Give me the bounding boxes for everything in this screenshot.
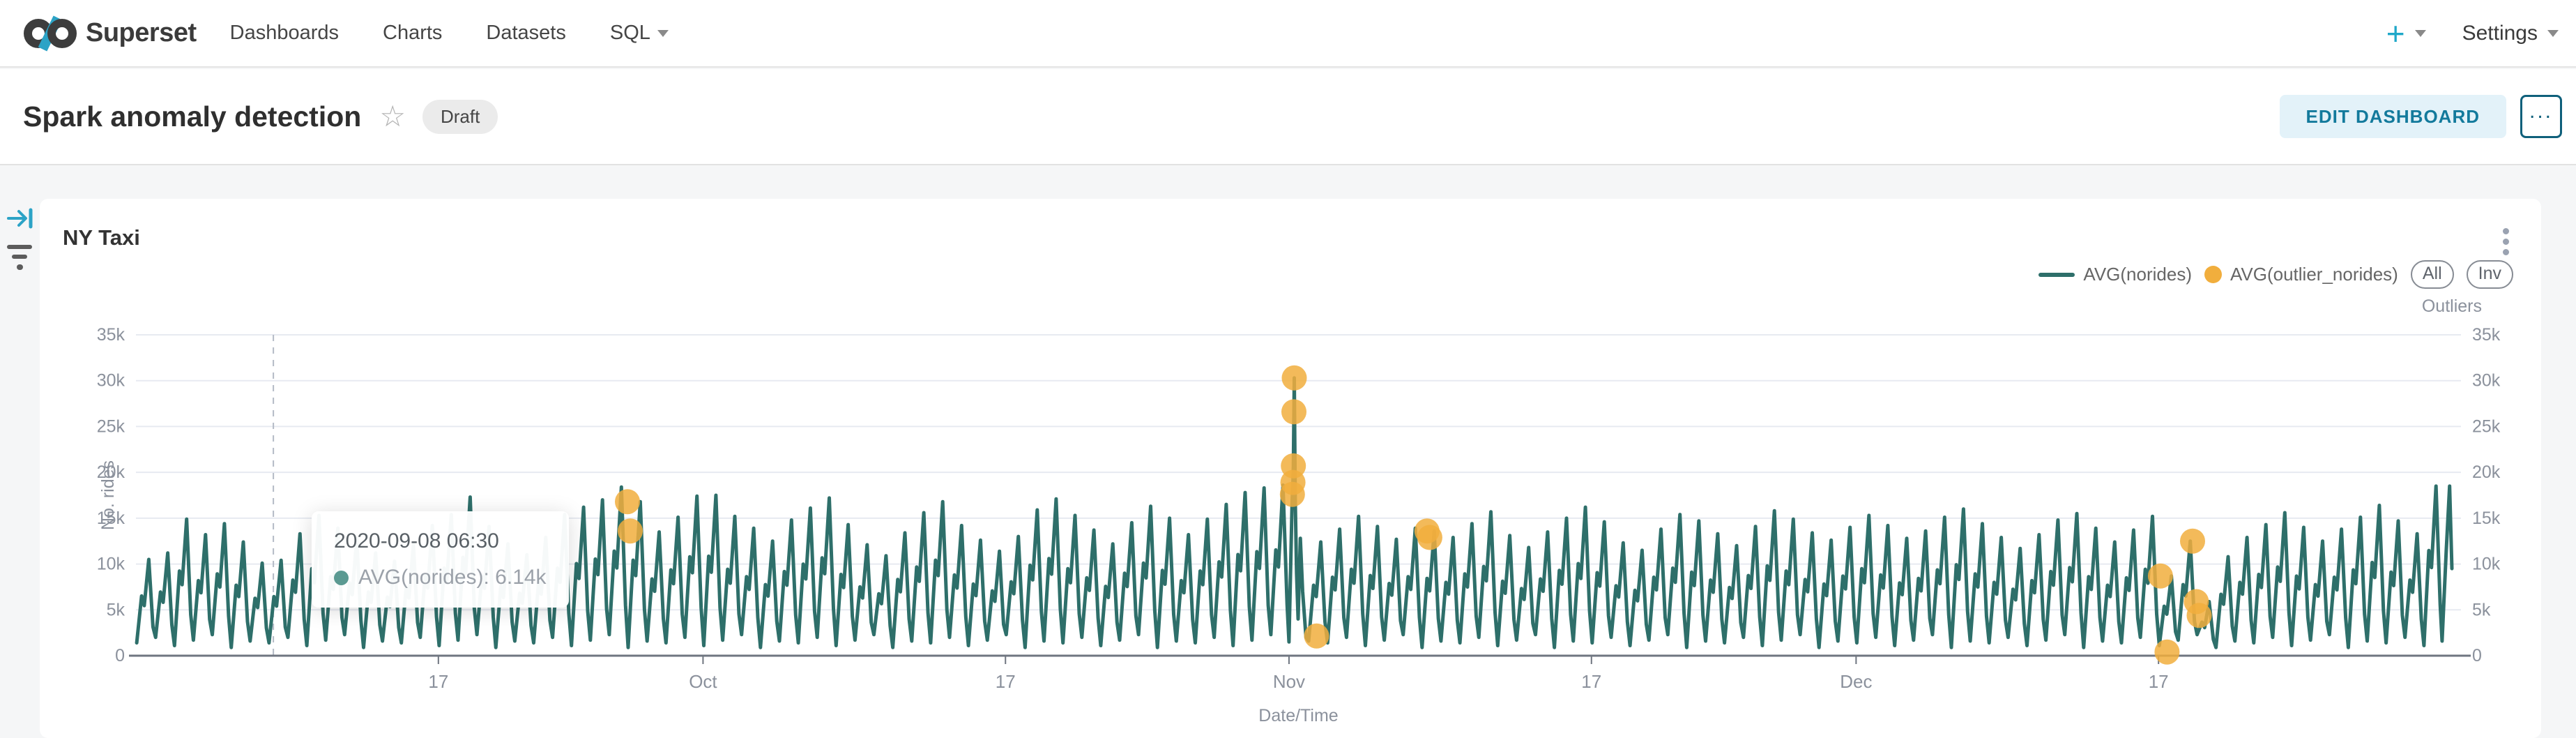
- nav-item-sql-label: SQL: [609, 22, 650, 44]
- expand-filter-bar-icon[interactable]: [7, 206, 33, 234]
- chart-legend: AVG(norides) AVG(outlier_norides) All In…: [2038, 260, 2513, 289]
- nav-item-charts[interactable]: Charts: [383, 22, 443, 44]
- chart-kebab-menu-icon[interactable]: [2500, 225, 2512, 258]
- chevron-down-icon: [2414, 29, 2426, 37]
- filter-icon[interactable]: [7, 245, 32, 270]
- right-axis-title: Outliers: [2421, 296, 2482, 316]
- edit-dashboard-button[interactable]: EDIT DASHBOARD: [2279, 95, 2506, 138]
- nav-item-dashboards[interactable]: Dashboards: [229, 22, 339, 44]
- nav-item-datasets[interactable]: Datasets: [486, 22, 566, 44]
- chart-title[interactable]: NY Taxi: [63, 225, 140, 250]
- navbar-right: + Settings: [2386, 17, 2559, 50]
- legend-inverse-button[interactable]: Inv: [2466, 260, 2513, 289]
- dot-swatch-icon: [2204, 266, 2222, 283]
- status-badge: Draft: [422, 99, 498, 134]
- legend-item-outlier-norides[interactable]: AVG(outlier_norides): [2204, 264, 2398, 285]
- legend-item-norides[interactable]: AVG(norides): [2038, 264, 2192, 285]
- settings-menu[interactable]: Settings: [2462, 22, 2559, 45]
- page-title: Spark anomaly detection: [23, 100, 362, 133]
- tooltip-entry: AVG(norides): 6.14k: [358, 566, 547, 589]
- dashboard-more-button[interactable]: ...: [2520, 95, 2562, 138]
- line-swatch-icon: [2038, 272, 2075, 277]
- filter-bar-collapsed: [0, 167, 40, 738]
- chart-card: NY Taxi AVG(norides) AVG(outlier_norides…: [40, 199, 2541, 738]
- dashboard-header-actions: EDIT DASHBOARD ...: [2279, 95, 2562, 138]
- chart-tooltip: 2020-09-08 06:30 AVG(norides): 6.14k: [312, 511, 569, 608]
- settings-label: Settings: [2462, 21, 2538, 45]
- plus-icon: +: [2386, 15, 2405, 52]
- superset-logo-icon[interactable]: [23, 15, 77, 52]
- chevron-down-icon: [2547, 29, 2559, 37]
- nav-item-sql[interactable]: SQL: [610, 22, 669, 45]
- main-menu: Dashboards Charts Datasets SQL: [230, 22, 669, 45]
- legend-label: AVG(norides): [2083, 264, 2192, 285]
- legend-all-button[interactable]: All: [2410, 260, 2454, 289]
- legend-label: AVG(outlier_norides): [2230, 264, 2398, 285]
- chevron-down-icon: [657, 29, 669, 37]
- new-item-button[interactable]: +: [2386, 17, 2426, 50]
- favorite-star-icon[interactable]: ☆: [379, 100, 406, 133]
- series-dot-icon: [334, 570, 349, 585]
- top-navbar: Superset Dashboards Charts Datasets SQL …: [0, 0, 2576, 68]
- dashboard-header: Spark anomaly detection ☆ Draft EDIT DAS…: [0, 69, 2576, 165]
- tooltip-series-row: AVG(norides): 6.14k: [334, 566, 547, 589]
- brand-name[interactable]: Superset: [86, 18, 197, 47]
- tooltip-date: 2020-09-08 06:30: [334, 529, 499, 552]
